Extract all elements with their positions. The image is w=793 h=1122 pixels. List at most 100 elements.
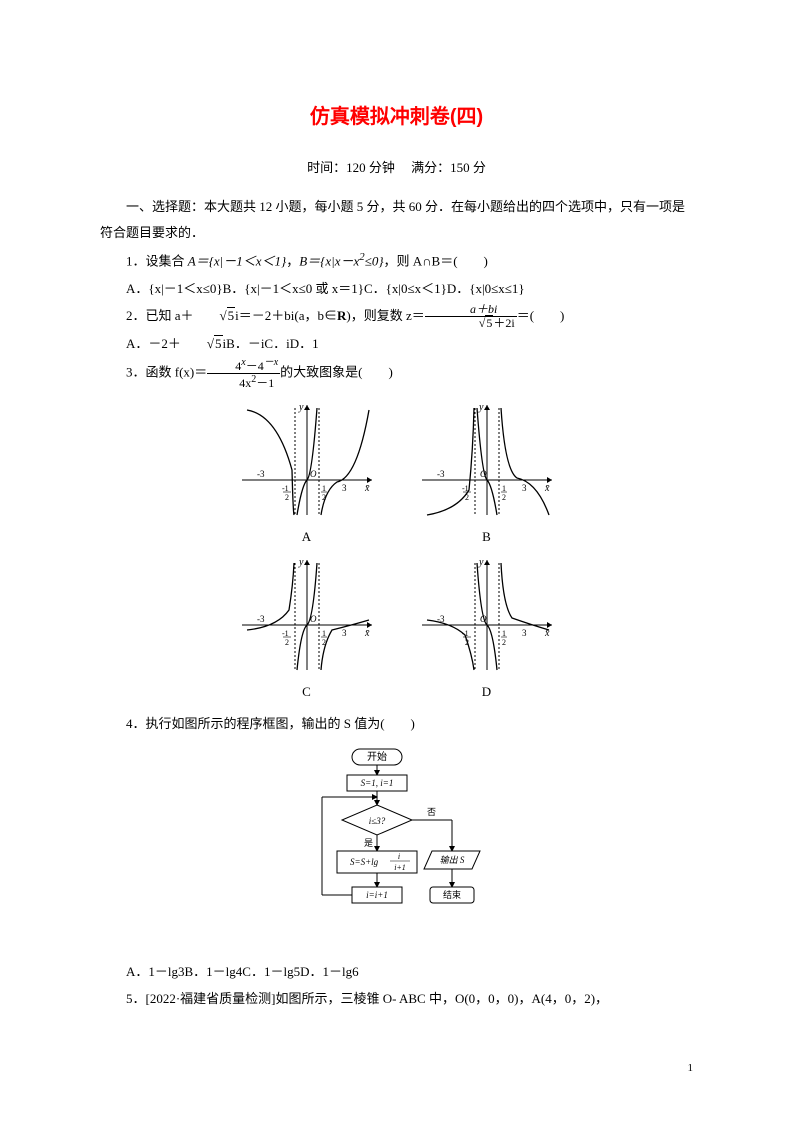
q3-den-a: 4x: [239, 376, 251, 390]
flow-inc: i=i+1: [366, 890, 388, 900]
t: 2: [502, 638, 506, 647]
q2-mid: i＝－2＋bi(a，b∈: [235, 308, 337, 323]
graph-B-label: B: [417, 529, 557, 545]
t: 1: [322, 629, 326, 638]
origin: O: [480, 469, 487, 479]
flow-init: S=1, i=1: [360, 778, 393, 788]
flow-yes: 是: [364, 838, 373, 848]
svg-text:-1: -1: [282, 484, 289, 493]
x-label: x̄: [544, 628, 550, 639]
question-4: 4．执行如图所示的程序框图，输出的 S 值为( ): [100, 710, 693, 739]
t: 2: [465, 638, 469, 647]
y-label: y: [478, 402, 484, 413]
xtick-neg3: -3: [257, 469, 265, 479]
t: 3: [522, 483, 527, 493]
x-label: x̄: [364, 483, 370, 494]
q2-frac-num: a＋bi: [425, 303, 517, 317]
flow-body-num: i: [397, 852, 399, 861]
q3-den-p: －1: [256, 376, 274, 390]
q2-sqrt5: 5: [227, 307, 236, 323]
q3-pre: 3．函数 f(x)＝: [126, 364, 207, 379]
q2-optA-sqrt: 5: [214, 335, 223, 351]
time-label: 时间：120 分钟: [307, 160, 395, 175]
svg-text:-1: -1: [462, 484, 469, 493]
graph-row-ab: -3 -1 2 1 2 3 x̄ O y A -3 -1 2 1: [100, 400, 693, 545]
graph-A-svg: -3 -1 2 1 2 3 x̄ O y: [237, 400, 377, 520]
q2-options: A．－2＋5iB．－iC．iD．1: [100, 331, 693, 357]
graph-D-svg: -3 -1 2 1 2 3 x̄ O y: [417, 555, 557, 675]
exam-meta: 时间：120 分钟 满分：150 分: [100, 157, 693, 176]
t: -3: [257, 614, 265, 624]
flow-end: 结束: [442, 889, 460, 900]
graph-B-svg: -3 -1 2 1 2 3 x̄ O y: [417, 400, 557, 520]
flow-no: 否: [427, 807, 436, 817]
graph-B: -3 -1 2 1 2 3 x̄ O y B: [417, 400, 557, 545]
x-label: x̄: [364, 628, 370, 639]
flow-start: 开始: [367, 750, 387, 763]
q1-set-B-pre: B＝{x|x－x: [299, 253, 359, 268]
flow-out: 输出 S: [439, 855, 464, 865]
graph-A: -3 -1 2 1 2 3 x̄ O y A: [237, 400, 377, 545]
q1-set-A: A＝{x|－1＜x＜1}: [188, 253, 286, 268]
question-2: 2．已知 a＋5i＝－2＋bi(a，b∈R)，则复数 z＝a＋bi5＋2i＝( …: [100, 302, 693, 331]
graph-A-label: A: [237, 529, 377, 545]
question-1: 1．设集合 A＝{x|－1＜x＜1}，B＝{x|x－x2≤0}，则 A∩B＝( …: [100, 246, 693, 276]
t: 1: [502, 484, 506, 493]
t: 1: [464, 629, 468, 638]
q2-post: )，则复数 z＝: [346, 308, 424, 323]
q1-sep: ，: [286, 253, 299, 268]
t: 3: [522, 628, 527, 638]
t: 3: [342, 483, 347, 493]
score-label: 满分：150 分: [411, 160, 486, 175]
y-label: y: [298, 402, 304, 413]
graph-C-svg: -3 -1 2 1 2 3 x̄ O y: [237, 555, 377, 675]
sqrt-icon: 5: [194, 302, 236, 331]
q3-fraction: 4x－4－x4x2－1: [207, 357, 280, 390]
q2-den-post: ＋2i: [493, 316, 514, 330]
svg-text:-1: -1: [462, 629, 469, 638]
origin: O: [480, 614, 487, 624]
flowchart: 开始 S=1, i=1 i≤3? 是 S=S+lg i i+1 i=i+1 否 …: [100, 747, 693, 947]
t: 3: [342, 628, 347, 638]
q3-post: 的大致图象是( ): [280, 364, 393, 379]
q1-set-B-post: ≤0}: [365, 253, 384, 268]
flowchart-svg: 开始 S=1, i=1 i≤3? 是 S=S+lg i i+1 i=i+1 否 …: [292, 747, 502, 947]
q1-pre: 1．设集合: [126, 253, 188, 268]
sqrt-icon: 5: [453, 317, 494, 330]
t: 1: [322, 484, 326, 493]
question-3: 3．函数 f(x)＝4x－4－x4x2－1的大致图象是( ): [100, 357, 693, 390]
q2-frac-den: 5＋2i: [425, 317, 517, 330]
graph-D: -3 -1 2 1 2 3 x̄ O y D: [417, 555, 557, 700]
t: 1: [502, 629, 506, 638]
q3-num-e2: －x: [264, 357, 278, 368]
q2-optA-pre: A．－2＋: [126, 336, 181, 351]
y-label: y: [298, 557, 304, 568]
y-label: y: [478, 557, 484, 568]
q2-den-sqrt: 5: [485, 315, 493, 330]
t: 1: [284, 484, 288, 493]
q4-options: A．1－lg3B．1－lg4C．1－lg5D．1－lg6: [100, 959, 693, 985]
flow-cond: i≤3?: [368, 816, 385, 826]
exam-title: 仿真模拟冲刺卷(四): [100, 100, 693, 129]
question-5: 5．[2022·福建省质量检测]如图所示，三棱锥 O- ABC 中，O(0，0，…: [100, 985, 693, 1014]
origin: O: [310, 614, 317, 624]
q1-options: A．{x|－1＜x≤0}B．{x|－1＜x≤0 或 x＝1}C．{x|0≤x＜1…: [100, 276, 693, 302]
t: 2: [285, 638, 289, 647]
section-intro: 一、选择题：本大题共 12 小题，每小题 5 分，共 60 分．在每小题给出的四…: [100, 194, 693, 246]
graph-row-cd: -3 -1 2 1 2 3 x̄ O y C -3 -1 2 1: [100, 555, 693, 700]
t: 2: [285, 493, 289, 502]
origin: O: [310, 469, 317, 479]
t: 1: [464, 484, 468, 493]
page-number: 1: [688, 1062, 694, 1074]
q1-tail: ，则 A∩B＝( ): [384, 253, 488, 268]
sqrt-icon: 5: [181, 331, 223, 357]
x-label: x̄: [544, 483, 550, 494]
q3-den: 4x2－1: [207, 374, 280, 390]
t: -3: [437, 614, 445, 624]
t: -3: [437, 469, 445, 479]
t: 2: [502, 493, 506, 502]
graph-D-label: D: [417, 684, 557, 700]
svg-text:-1: -1: [282, 629, 289, 638]
t: 2: [322, 638, 326, 647]
graph-C-label: C: [237, 684, 377, 700]
